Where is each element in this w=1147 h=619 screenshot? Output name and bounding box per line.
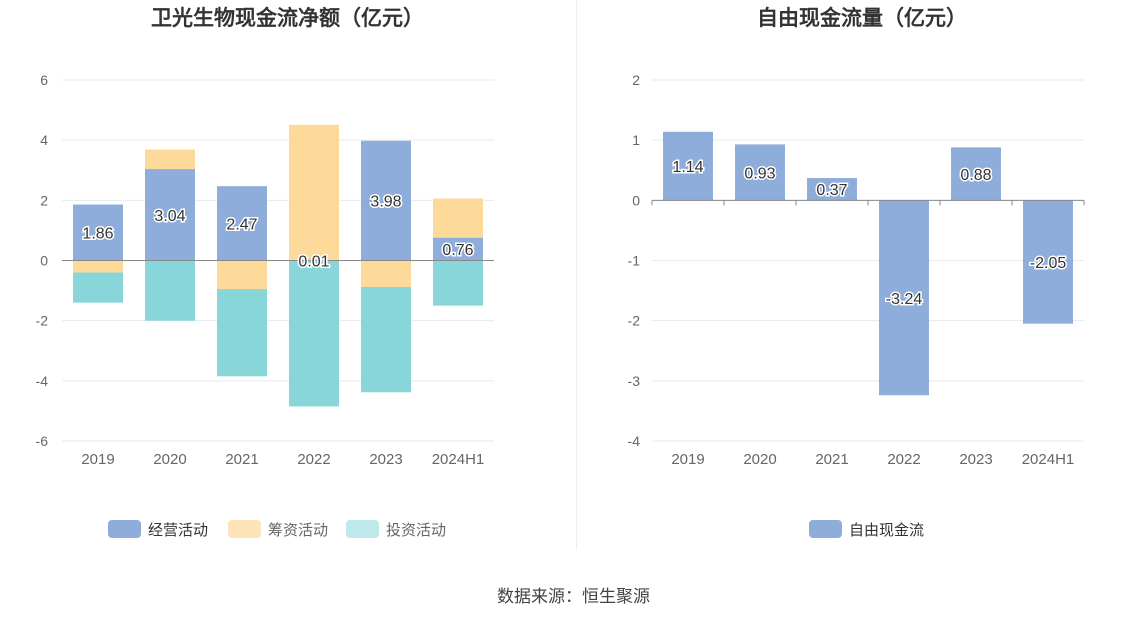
left-bar-1-3 xyxy=(289,124,339,261)
right-y-tick-label: -3 xyxy=(628,373,641,389)
right-chart-title: 自由现金流量（亿元） xyxy=(757,6,967,30)
left-data-label: 3.98 xyxy=(370,194,401,211)
right-x-tick-label: 2020 xyxy=(743,451,776,468)
right-bar-0-3 xyxy=(879,200,929,396)
left-bar-1-5 xyxy=(433,198,483,238)
left-bar-0-0 xyxy=(73,204,123,261)
right-data-label: 0.37 xyxy=(816,182,847,199)
right-bar-0-4 xyxy=(951,147,1001,201)
right-y-tick-label: 2 xyxy=(632,72,640,88)
left-x-tick-label: 2023 xyxy=(369,451,402,468)
right-bar-0-0 xyxy=(663,131,713,201)
left-x-tick-label: 2024H1 xyxy=(432,451,485,468)
left-y-tick-label: 4 xyxy=(40,132,48,148)
left-x-tick-label: 2021 xyxy=(225,451,258,468)
left-bar-2-1 xyxy=(145,260,195,321)
left-data-label: 2.47 xyxy=(226,216,257,233)
right-y-tick-label: -2 xyxy=(628,313,641,329)
left-x-tick-label: 2020 xyxy=(153,451,186,468)
right-y-tick-label: -4 xyxy=(628,433,641,449)
source-note: 数据来源：恒生聚源 xyxy=(497,587,650,607)
left-x-tick-label: 2019 xyxy=(81,451,114,468)
left-y-tick-label: 6 xyxy=(40,72,48,88)
right-x-tick-label: 2023 xyxy=(959,451,992,468)
right-data-label: 1.14 xyxy=(672,159,703,176)
left-y-tick-label: -4 xyxy=(36,373,49,389)
left-bar-0-1 xyxy=(145,169,195,261)
legend-item-fcf[interactable]: 自由现金流 xyxy=(809,518,924,540)
left-data-label: 0.76 xyxy=(442,242,473,259)
left-bar-1-0 xyxy=(73,260,123,273)
right-data-label: 0.88 xyxy=(960,167,991,184)
right-y-tick-label: 1 xyxy=(632,132,640,148)
left-bar-2-0 xyxy=(73,272,123,303)
right-data-label: 0.93 xyxy=(744,165,775,182)
left-data-label: 1.86 xyxy=(82,226,113,243)
left-data-label: 0.01 xyxy=(298,253,329,270)
right-y-tick-label: 0 xyxy=(632,192,640,208)
legend-swatch-investing xyxy=(346,520,379,538)
right-bar-0-5 xyxy=(1023,200,1073,324)
left-bar-1-1 xyxy=(145,149,195,170)
left-bar-2-3 xyxy=(289,260,339,407)
legend-label-financing: 筹资活动 xyxy=(268,520,329,539)
legend-swatch-fcf xyxy=(809,520,842,538)
right-x-tick-label: 2019 xyxy=(671,451,704,468)
chart-divider xyxy=(576,0,577,550)
left-x-tick-label: 2022 xyxy=(297,451,330,468)
legend-label-fcf: 自由现金流 xyxy=(849,520,925,539)
left-data-label: 3.04 xyxy=(154,208,185,225)
legend-swatch-financing xyxy=(228,520,261,538)
legend-label-operating: 经营活动 xyxy=(148,520,209,539)
legend-label-investing: 投资活动 xyxy=(386,520,447,539)
left-bar-0-2 xyxy=(217,186,267,261)
left-bar-2-4 xyxy=(361,286,411,393)
left-chart-title: 卫光生物现金流净额（亿元） xyxy=(151,6,424,30)
legend-item-financing[interactable]: 筹资活动 xyxy=(228,518,328,540)
right-bar-0-1 xyxy=(735,144,785,201)
legend-swatch-operating xyxy=(108,520,141,538)
right-y-tick-label: -1 xyxy=(628,253,641,269)
legend-item-investing[interactable]: 投资活动 xyxy=(346,518,446,540)
left-bar-1-2 xyxy=(217,260,267,290)
left-bar-0-4 xyxy=(361,140,411,261)
left-bar-0-5 xyxy=(433,237,483,261)
right-x-tick-label: 2022 xyxy=(887,451,920,468)
right-x-tick-label: 2024H1 xyxy=(1022,451,1075,468)
left-y-tick-label: 0 xyxy=(40,253,48,269)
left-bar-1-4 xyxy=(361,260,411,287)
left-bar-2-2 xyxy=(217,289,267,377)
right-data-label: -2.05 xyxy=(1030,255,1067,272)
left-bar-2-5 xyxy=(433,260,483,306)
right-bar-0-2 xyxy=(807,178,857,201)
left-y-tick-label: -2 xyxy=(36,313,49,329)
right-data-label: -3.24 xyxy=(886,291,923,308)
legend-item-operating[interactable]: 经营活动 xyxy=(108,518,208,540)
right-x-tick-label: 2021 xyxy=(815,451,848,468)
left-y-tick-label: -6 xyxy=(36,433,49,449)
left-y-tick-label: 2 xyxy=(40,192,48,208)
